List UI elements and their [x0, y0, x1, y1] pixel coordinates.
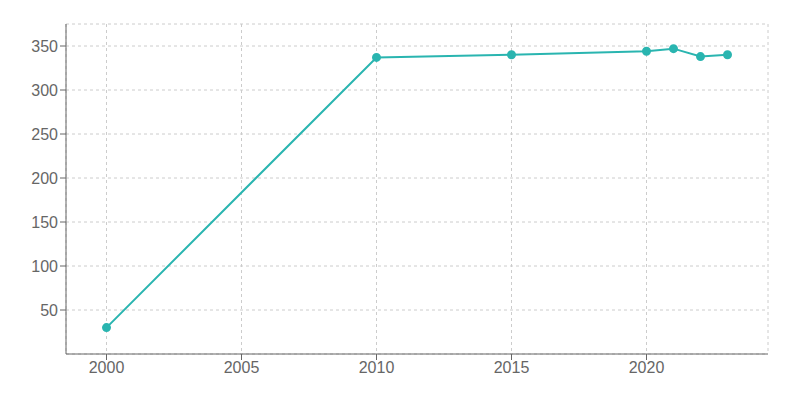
- svg-text:300: 300: [31, 82, 58, 99]
- svg-text:250: 250: [31, 126, 58, 143]
- svg-text:100: 100: [31, 258, 58, 275]
- svg-text:200: 200: [31, 170, 58, 187]
- svg-text:2005: 2005: [224, 359, 260, 376]
- svg-text:2020: 2020: [629, 359, 665, 376]
- svg-text:2000: 2000: [89, 359, 125, 376]
- svg-text:350: 350: [31, 38, 58, 55]
- svg-text:50: 50: [40, 302, 58, 319]
- svg-text:2010: 2010: [359, 359, 395, 376]
- svg-text:150: 150: [31, 214, 58, 231]
- svg-text:2015: 2015: [494, 359, 530, 376]
